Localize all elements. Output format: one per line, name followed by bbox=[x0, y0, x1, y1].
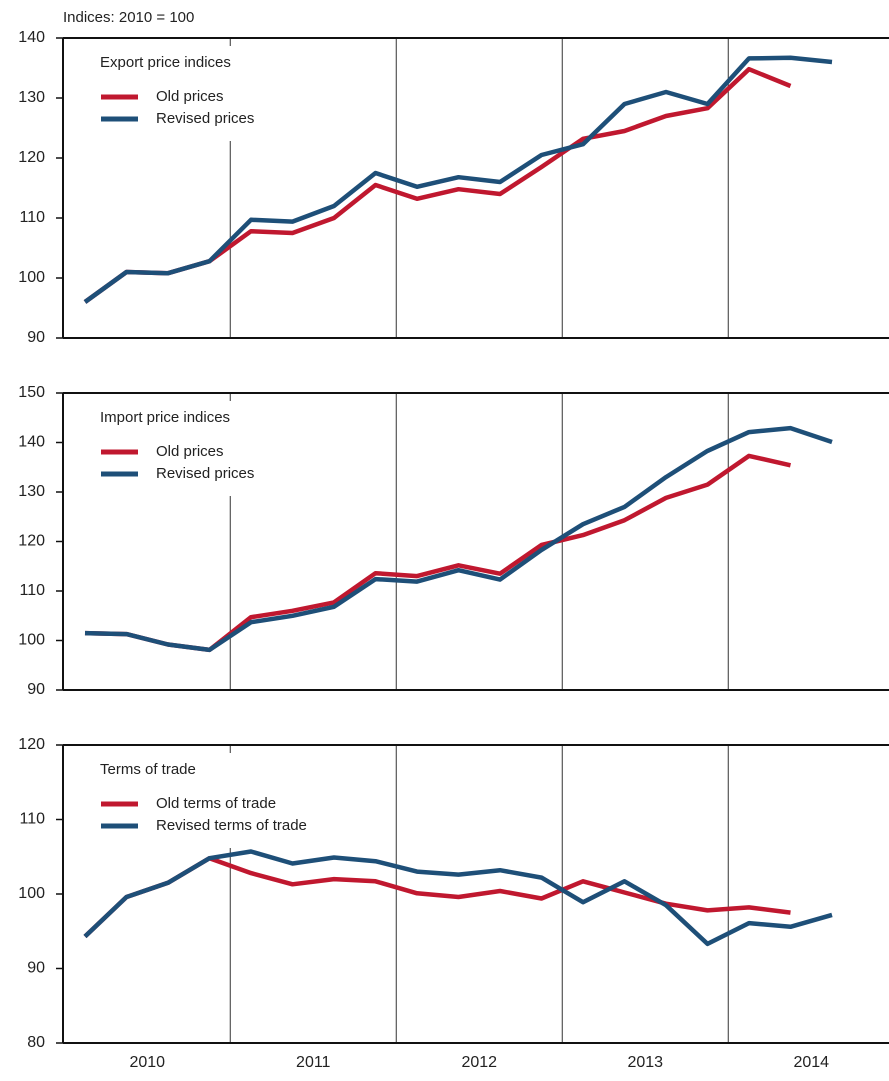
legend-label: Revised prices bbox=[156, 110, 254, 127]
y-tick-label: 100 bbox=[18, 632, 45, 649]
x-tick-label: 2014 bbox=[793, 1054, 829, 1071]
y-tick-label: 110 bbox=[19, 209, 45, 226]
x-tick-label: 2011 bbox=[296, 1054, 331, 1071]
legend-title: Export price indices bbox=[100, 54, 231, 71]
legend-bg bbox=[90, 46, 340, 141]
y-tick-label: 140 bbox=[18, 434, 45, 451]
series-line bbox=[83, 55, 833, 304]
legend-label: Old prices bbox=[156, 88, 224, 105]
y-tick-label: 120 bbox=[18, 149, 45, 166]
legend-label: Revised terms of trade bbox=[156, 817, 307, 834]
y-tick-label: 110 bbox=[19, 582, 45, 599]
y-tick-label: 100 bbox=[18, 885, 45, 902]
y-tick-label: 110 bbox=[19, 811, 45, 828]
y-tick-label: 90 bbox=[27, 960, 45, 977]
legend-title: Import price indices bbox=[100, 409, 230, 426]
legend-bg bbox=[90, 401, 340, 496]
x-tick-label: 2012 bbox=[461, 1054, 497, 1071]
y-axis-label: Indices: 2010 = 100 bbox=[63, 9, 194, 26]
y-tick-label: 120 bbox=[18, 533, 45, 550]
legend-title: Terms of trade bbox=[100, 761, 196, 778]
y-tick-label: 120 bbox=[18, 736, 45, 753]
y-tick-label: 90 bbox=[27, 329, 45, 346]
x-tick-label: 2010 bbox=[129, 1054, 165, 1071]
y-tick-label: 90 bbox=[27, 681, 45, 698]
legend-bg bbox=[90, 753, 340, 848]
y-tick-label: 80 bbox=[27, 1034, 45, 1051]
legend-label: Old terms of trade bbox=[156, 795, 276, 812]
legend-label: Revised prices bbox=[156, 465, 254, 482]
series-line bbox=[84, 425, 833, 653]
y-tick-label: 130 bbox=[18, 89, 45, 106]
legend-label: Old prices bbox=[156, 443, 224, 460]
y-tick-label: 150 bbox=[18, 384, 45, 401]
series-line bbox=[83, 849, 833, 947]
y-tick-label: 130 bbox=[18, 483, 45, 500]
y-tick-label: 140 bbox=[18, 29, 45, 46]
y-tick-label: 100 bbox=[18, 269, 45, 286]
x-tick-label: 2013 bbox=[627, 1054, 663, 1071]
